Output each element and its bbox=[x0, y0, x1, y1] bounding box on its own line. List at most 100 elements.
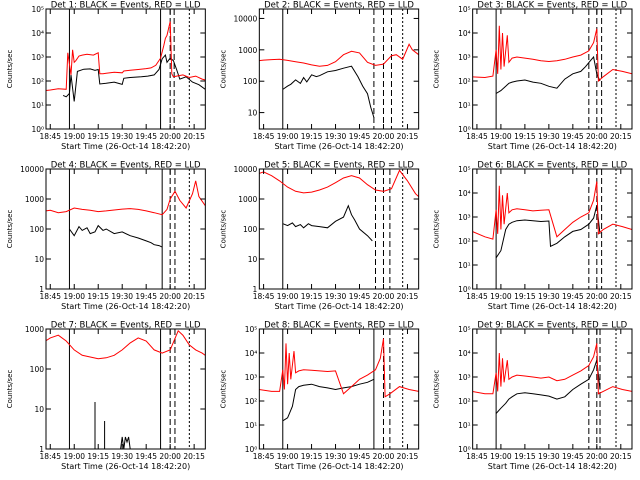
panel-det-6: Det 6: BLACK = Events, RED = LLD 10⁰ 10¹ 10… bbox=[433, 161, 633, 311]
x-tick-label: 18:45 bbox=[466, 292, 488, 301]
panel-title: Det 2: BLACK = Events, RED = LLD bbox=[264, 1, 414, 11]
y-tick-label: 10⁵ bbox=[458, 165, 471, 174]
y-tick-label: 10¹ bbox=[31, 101, 44, 110]
y-tick-label: 1 bbox=[39, 285, 44, 294]
y-tick-label: 1 bbox=[39, 445, 44, 454]
x-axis-label: Start Time (26-Oct-14 18:42:20) bbox=[488, 462, 617, 471]
y-axis-label: Counts/sec bbox=[6, 50, 14, 89]
x-tick-label: 19:15 bbox=[514, 292, 536, 301]
panel-title: Det 9: BLACK = Events, RED = LLD bbox=[477, 321, 627, 331]
y-tick-label: 10³ bbox=[31, 53, 44, 62]
y-tick-label: 10³ bbox=[458, 53, 471, 62]
x-tick-label: 19:15 bbox=[87, 452, 109, 461]
y-tick-label: 10⁰ bbox=[458, 285, 471, 294]
y-tick-label: 1000 bbox=[238, 195, 257, 204]
x-tick-label: 20:00 bbox=[159, 132, 181, 141]
x-tick-label: 18:45 bbox=[253, 132, 275, 141]
y-tick-label: 10³ bbox=[458, 213, 471, 222]
series-lld bbox=[472, 181, 632, 240]
panel-det-4: Det 4: BLACK = Events, RED = LLD 1 10 100 10… bbox=[6, 161, 206, 311]
panel-det-1: Det 1: BLACK = Events, RED = LLD 10⁰ 10¹ 10… bbox=[6, 1, 206, 151]
plot-frame bbox=[258, 328, 420, 450]
y-tick-label: 10¹ bbox=[458, 261, 471, 270]
x-tick-label: 19:45 bbox=[562, 132, 584, 141]
x-tick-label: 20:15 bbox=[397, 132, 419, 141]
y-tick-label: 10⁰ bbox=[31, 125, 44, 134]
y-tick-label: 10¹ bbox=[458, 421, 471, 430]
x-tick-label: 20:00 bbox=[586, 452, 608, 461]
y-tick-label: 10⁰ bbox=[458, 445, 471, 454]
panel-title: Det 1: BLACK = Events, RED = LLD bbox=[51, 1, 201, 11]
x-tick-label: 19:45 bbox=[135, 132, 157, 141]
series-lld bbox=[259, 338, 419, 398]
y-tick-label: 10² bbox=[458, 77, 471, 86]
series-lld bbox=[46, 180, 206, 216]
y-tick-label: 1000 bbox=[25, 325, 44, 334]
x-tick-label: 18:45 bbox=[39, 452, 61, 461]
plot-frame bbox=[45, 8, 206, 130]
x-tick-label: 20:15 bbox=[610, 132, 632, 141]
panel-det-7: Det 7: BLACK = Events, RED = LLD 1 10 100 10… bbox=[6, 321, 206, 471]
panel-det-8: Det 8: BLACK = Events, RED = LLD 10⁰ 10¹ 10… bbox=[219, 321, 420, 471]
x-tick-label: 20:00 bbox=[586, 132, 608, 141]
y-tick-label: 10⁰ bbox=[245, 445, 258, 454]
y-tick-label: 10² bbox=[31, 77, 44, 86]
x-tick-label: 19:45 bbox=[349, 452, 371, 461]
x-tick-label: 19:00 bbox=[63, 292, 85, 301]
series-events bbox=[68, 224, 163, 248]
series-lld bbox=[46, 329, 206, 360]
x-tick-label: 19:00 bbox=[63, 132, 85, 141]
panel-title: Det 3: BLACK = Events, RED = LLD bbox=[477, 1, 627, 11]
x-tick-label: 19:45 bbox=[135, 452, 157, 461]
x-tick-label: 20:00 bbox=[373, 292, 395, 301]
series-events bbox=[282, 65, 375, 118]
x-tick-label: 19:30 bbox=[538, 452, 560, 461]
panel-title: Det 5: BLACK = Events, RED = LLD bbox=[264, 161, 414, 171]
x-tick-label: 20:15 bbox=[610, 452, 632, 461]
x-tick-label: 19:15 bbox=[301, 132, 323, 141]
panel-det-5: Det 5: BLACK = Events, RED = LLD 1 10 100 10… bbox=[219, 161, 420, 311]
x-axis-label: Start Time (26-Oct-14 18:42:20) bbox=[61, 302, 190, 311]
y-tick-label: 10 bbox=[248, 255, 258, 264]
panel-title: Det 8: BLACK = Events, RED = LLD bbox=[264, 321, 414, 331]
series-lld bbox=[472, 25, 632, 83]
y-axis-label: Counts/sec bbox=[219, 370, 227, 409]
series-events bbox=[495, 360, 601, 414]
x-tick-label: 19:45 bbox=[349, 292, 371, 301]
panel-det-3: Det 3: BLACK = Events, RED = LLD 10⁰ 10¹ 10… bbox=[433, 1, 633, 151]
plot-frame bbox=[258, 8, 420, 130]
series-events bbox=[495, 55, 601, 94]
x-tick-label: 20:00 bbox=[586, 292, 608, 301]
y-tick-label: 10 bbox=[34, 255, 44, 264]
x-axis-label: Start Time (26-Oct-14 18:42:20) bbox=[61, 462, 190, 471]
y-tick-label: 10000 bbox=[233, 14, 257, 23]
x-tick-label: 20:15 bbox=[183, 292, 205, 301]
y-tick-label: 10⁴ bbox=[458, 349, 471, 358]
panel-det-2: Det 2: BLACK = Events, RED = LLD 10 100 100… bbox=[219, 1, 420, 151]
x-tick-label: 20:15 bbox=[183, 132, 205, 141]
y-axis-label: Counts/sec bbox=[219, 210, 227, 249]
x-tick-label: 19:00 bbox=[490, 132, 512, 141]
x-tick-label: 19:30 bbox=[538, 132, 560, 141]
x-axis-label: Start Time (26-Oct-14 18:42:20) bbox=[274, 142, 403, 151]
y-tick-label: 10⁴ bbox=[458, 29, 471, 38]
y-tick-label: 10 bbox=[34, 405, 44, 414]
x-tick-label: 18:45 bbox=[39, 292, 61, 301]
y-tick-label: 10¹ bbox=[245, 421, 258, 430]
y-tick-label: 10⁵ bbox=[458, 5, 471, 14]
x-tick-label: 19:30 bbox=[538, 292, 560, 301]
plot-frame bbox=[472, 8, 633, 130]
x-tick-label: 19:30 bbox=[325, 452, 347, 461]
y-tick-label: 10⁰ bbox=[458, 125, 471, 134]
y-tick-label: 10⁴ bbox=[31, 29, 44, 38]
y-tick-label: 10000 bbox=[20, 165, 44, 174]
y-tick-label: 10² bbox=[245, 397, 258, 406]
x-tick-label: 20:15 bbox=[610, 292, 632, 301]
y-tick-label: 10¹ bbox=[458, 101, 471, 110]
x-tick-label: 19:30 bbox=[325, 132, 347, 141]
x-tick-label: 19:45 bbox=[562, 452, 584, 461]
x-tick-label: 19:15 bbox=[514, 132, 536, 141]
y-tick-label: 100 bbox=[30, 365, 45, 374]
series-lld bbox=[259, 43, 419, 67]
x-tick-label: 20:00 bbox=[373, 132, 395, 141]
